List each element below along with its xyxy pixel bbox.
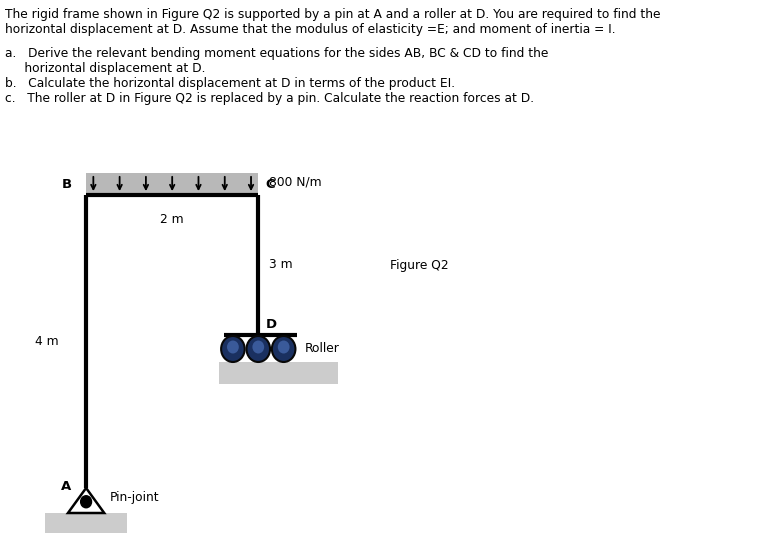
Bar — [219, 362, 338, 384]
Polygon shape — [68, 488, 104, 513]
Text: 2 m: 2 m — [160, 213, 184, 226]
Circle shape — [80, 496, 92, 508]
Text: a.   Derive the relevant bending moment equations for the sides AB, BC & CD to f: a. Derive the relevant bending moment eq… — [5, 47, 548, 60]
Text: The rigid frame shown in Figure Q2 is supported by a pin at A and a roller at D.: The rigid frame shown in Figure Q2 is su… — [5, 8, 660, 21]
Text: A: A — [61, 480, 71, 492]
Text: 3 m: 3 m — [269, 259, 293, 272]
Text: 800 N/m: 800 N/m — [269, 176, 322, 188]
Text: horizontal displacement at D.: horizontal displacement at D. — [5, 62, 205, 75]
Circle shape — [227, 341, 239, 354]
Text: Figure Q2: Figure Q2 — [389, 259, 449, 272]
Circle shape — [247, 336, 270, 362]
Bar — [46, 513, 127, 533]
Circle shape — [278, 341, 289, 354]
Text: b.   Calculate the horizontal displacement at D in terms of the product EI.: b. Calculate the horizontal displacement… — [5, 77, 455, 90]
Circle shape — [272, 336, 295, 362]
Text: Pin-joint: Pin-joint — [109, 491, 159, 504]
Bar — [86, 173, 258, 195]
Text: B: B — [61, 178, 71, 191]
Circle shape — [221, 336, 244, 362]
Text: c.   The roller at D in Figure Q2 is replaced by a pin. Calculate the reaction f: c. The roller at D in Figure Q2 is repla… — [5, 92, 534, 105]
Text: 4 m: 4 m — [35, 335, 59, 348]
Text: horizontal displacement at D. Assume that the modulus of elasticity =E; and mome: horizontal displacement at D. Assume tha… — [5, 23, 615, 36]
Text: C: C — [266, 178, 276, 191]
Text: Roller: Roller — [304, 342, 339, 355]
Text: D: D — [266, 318, 277, 331]
Circle shape — [253, 341, 264, 354]
